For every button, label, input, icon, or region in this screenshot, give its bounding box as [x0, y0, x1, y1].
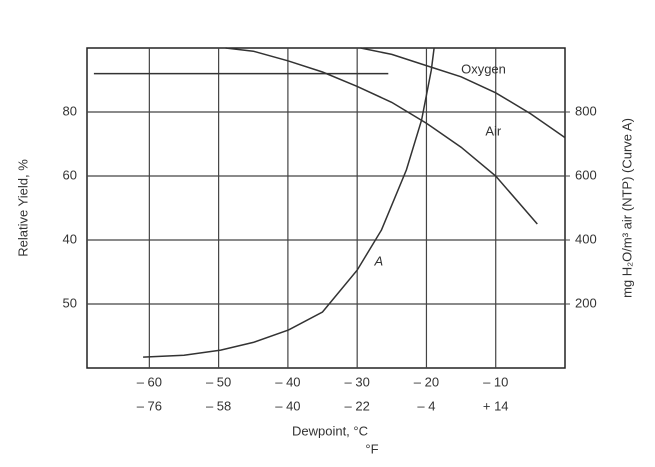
x-tick-label: – 30 — [345, 374, 370, 389]
y2-tick-label: 200 — [575, 295, 597, 310]
y-tick-label: 40 — [63, 231, 77, 246]
series-line — [143, 47, 435, 358]
series-label: Oxygen — [461, 61, 506, 76]
series-line — [360, 47, 566, 139]
y-tick-label: 50 — [63, 295, 77, 310]
x-tick-label: – 50 — [206, 374, 231, 389]
x-tick-label-f: – 4 — [417, 398, 435, 413]
x-tick-label: – 20 — [414, 374, 439, 389]
x-tick-label-f: – 40 — [275, 398, 300, 413]
y2-tick-label: 600 — [575, 167, 597, 182]
x-tick-label-f: + 14 — [483, 398, 509, 413]
x-tick-label: – 10 — [483, 374, 508, 389]
x-tick-label-f: – 58 — [206, 398, 231, 413]
y-axis-label: Relative Yield, % — [15, 159, 30, 257]
y2-tick-label: 400 — [575, 231, 597, 246]
y2-tick-label: 800 — [575, 103, 597, 118]
x-axis-label: Dewpoint, °C — [292, 423, 368, 438]
y2-axis-label: mg H₂O/m³ air (NTP) (Curve A) — [619, 118, 634, 298]
series-line — [225, 47, 538, 225]
plot-frame — [86, 47, 566, 369]
x-tick-label: – 60 — [137, 374, 162, 389]
y-tick-label: 60 — [63, 167, 77, 182]
x-tick-label: – 40 — [275, 374, 300, 389]
x-tick-label-f: – 76 — [137, 398, 162, 413]
x-axis-label-f: °F — [365, 441, 378, 456]
series-label: Air — [485, 123, 502, 138]
x-tick-label-f: – 22 — [345, 398, 370, 413]
y-tick-label: 80 — [63, 103, 77, 118]
series-label: A — [373, 253, 383, 268]
